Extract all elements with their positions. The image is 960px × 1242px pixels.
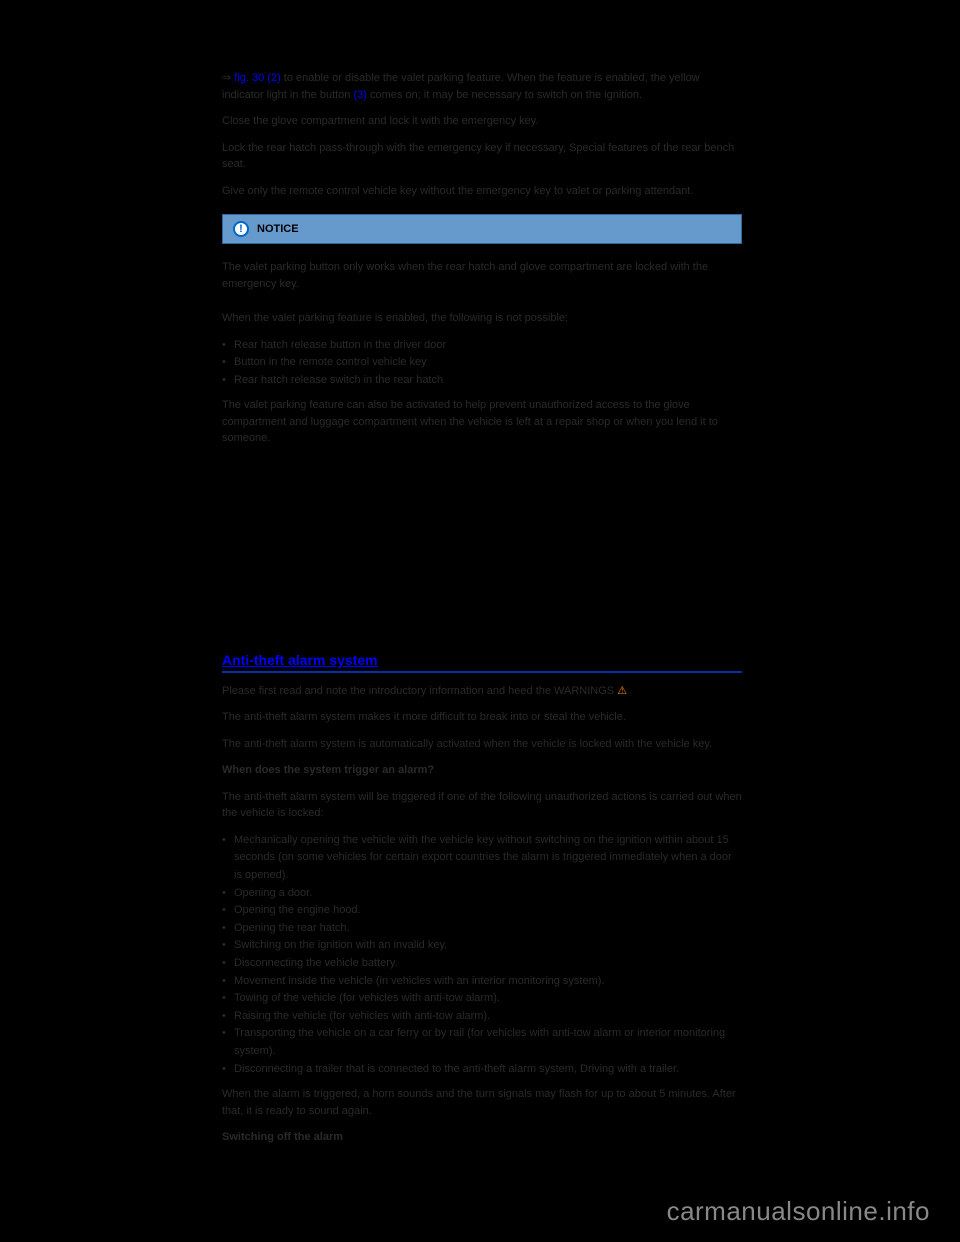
watermark: carmanualsonline.info — [667, 1196, 930, 1227]
subheading-1: When does the system trigger an alarm? — [222, 762, 742, 779]
paragraph-8: The anti-theft alarm system is automatic… — [222, 736, 742, 753]
list-item: Rear hatch release switch in the rear ha… — [222, 372, 742, 390]
notice-icon: ! — [233, 221, 249, 237]
list-item: Opening the engine hood. — [222, 902, 742, 920]
paragraph-10: When the alarm is triggered, a horn soun… — [222, 1086, 742, 1119]
list-item: Movement inside the vehicle (in vehicles… — [222, 973, 742, 991]
paragraph-1: ⇒ fig. 30 (2) to enable or disable the v… — [222, 70, 742, 103]
list-item: Button in the remote control vehicle key — [222, 354, 742, 372]
list-item: Rear hatch release button in the driver … — [222, 337, 742, 355]
fig-link-2[interactable]: (3) — [353, 89, 366, 101]
subheading-2: Switching off the alarm — [222, 1129, 742, 1146]
list-item: Towing of the vehicle (for vehicles with… — [222, 990, 742, 1008]
paragraph-2: Close the glove compartment and lock it … — [222, 113, 742, 130]
list-item: Opening a door. — [222, 885, 742, 903]
paragraph-3: Lock the rear hatch pass-through with th… — [222, 140, 742, 173]
paragraph-9: The anti-theft alarm system will be trig… — [222, 789, 742, 822]
paragraph-7: The anti-theft alarm system makes it mor… — [222, 709, 742, 726]
list-item: Disconnecting the vehicle battery. — [222, 955, 742, 973]
section-heading-antitheft: Anti-theft alarm system — [222, 652, 742, 673]
notice-label: NOTICE — [257, 223, 299, 235]
list-item: Mechanically opening the vehicle with th… — [222, 832, 742, 885]
paragraph-6: The valet parking feature can also be ac… — [222, 397, 742, 447]
bullet-list-2: Mechanically opening the vehicle with th… — [222, 832, 742, 1078]
bullet-list-1: Rear hatch release button in the driver … — [222, 337, 742, 390]
list-item: Opening the rear hatch. — [222, 920, 742, 938]
paragraph-5: When the valet parking feature is enable… — [222, 310, 742, 327]
notice-body: The valet parking button only works when… — [222, 259, 742, 292]
warning-icon: ⚠ — [617, 685, 627, 697]
intro-text: Please first read and note the introduct… — [222, 685, 617, 697]
text-mid2: comes on; it may be necessary to switch … — [367, 89, 642, 101]
fig-link-1[interactable]: fig. 30 (2) — [234, 72, 280, 84]
paragraph-4: Give only the remote control vehicle key… — [222, 183, 742, 200]
text-pre: ⇒ — [222, 72, 234, 84]
document-content: ⇒ fig. 30 (2) to enable or disable the v… — [222, 70, 742, 1156]
intro-line: Please first read and note the introduct… — [222, 683, 742, 700]
list-item: Transporting the vehicle on a car ferry … — [222, 1025, 742, 1060]
notice-box: ! NOTICE — [222, 214, 742, 244]
list-item: Disconnecting a trailer that is connecte… — [222, 1061, 742, 1079]
list-item: Raising the vehicle (for vehicles with a… — [222, 1008, 742, 1026]
list-item: Switching on the ignition with an invali… — [222, 937, 742, 955]
